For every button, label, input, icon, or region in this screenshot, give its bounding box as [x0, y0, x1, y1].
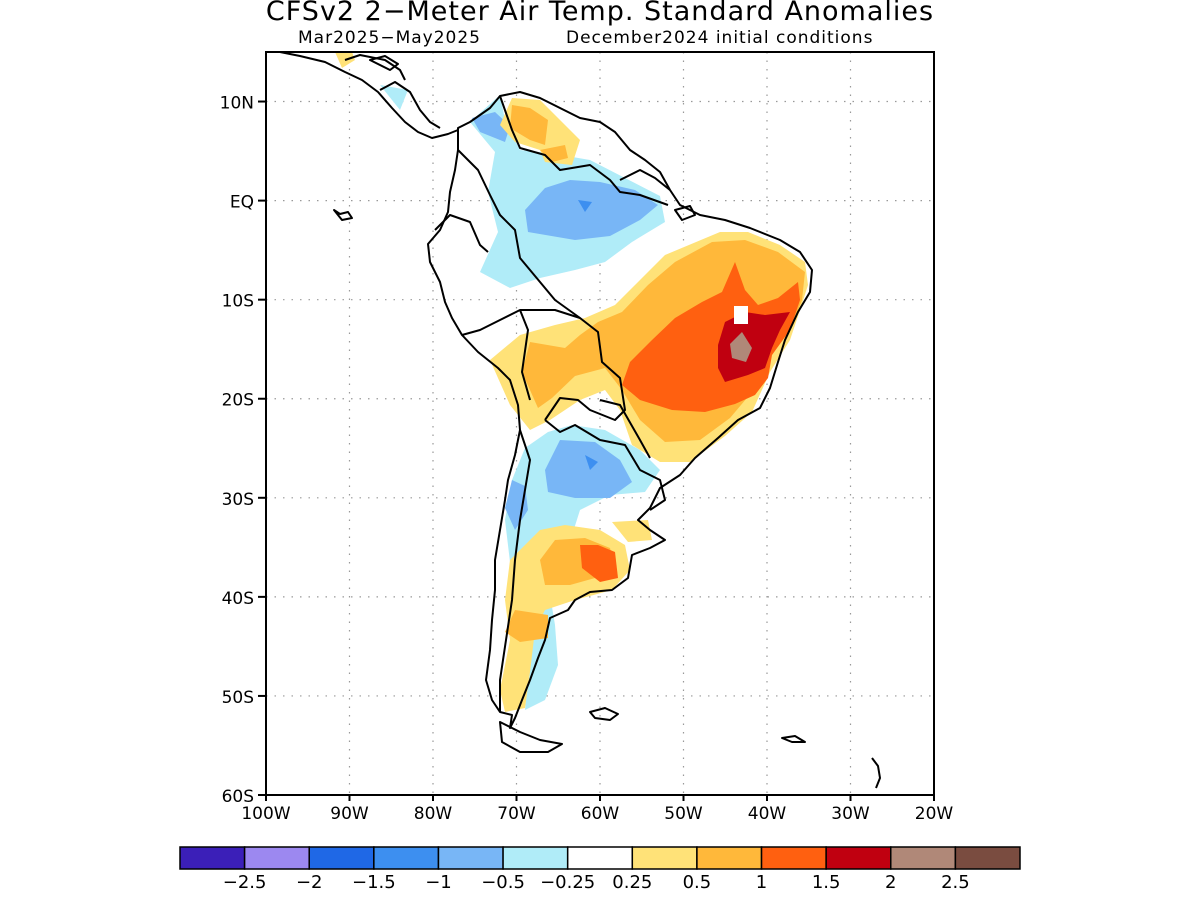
colorbar-label: −0.5	[481, 872, 525, 893]
sandwich-islands	[871, 757, 881, 789]
colorbar-swatch	[308, 846, 375, 870]
colorbar-label: 1.5	[812, 872, 841, 893]
anomaly-region	[730, 332, 752, 362]
falkland-islands	[589, 707, 619, 721]
lat-tick-label: 10N	[220, 94, 254, 114]
colorbar-label: 2.5	[941, 872, 970, 893]
graticule	[265, 52, 935, 796]
country-border	[619, 169, 671, 191]
central-america	[279, 52, 459, 139]
colorbar-swatch	[502, 846, 569, 870]
country-border	[457, 149, 581, 319]
country-border	[499, 429, 531, 712]
anomaly-region	[578, 200, 592, 212]
lon-tick-label: 100W	[241, 804, 290, 824]
colorbar-swatch	[566, 846, 634, 870]
anomaly-region	[525, 595, 558, 710]
colorbar-label: −1	[425, 872, 452, 893]
lon-tick-label: 40W	[748, 804, 787, 824]
central-america-south	[379, 81, 441, 129]
country-border	[499, 95, 669, 206]
galapagos	[333, 209, 353, 221]
colorbar-label: −1.5	[352, 872, 396, 893]
lon-tick-label: 60W	[581, 804, 620, 824]
lat-tick-label: 40S	[222, 589, 254, 609]
anomaly-region	[540, 145, 568, 162]
lat-tick-label: EQ	[230, 193, 254, 213]
lat-tick-label: 10S	[222, 292, 254, 312]
colorbar-swatch	[890, 846, 957, 870]
anomaly-region	[505, 480, 528, 530]
latitude-axis: 10N EQ 10S 20S 30S 40S 50S 60S	[220, 94, 266, 807]
country-border	[434, 214, 489, 253]
coastlines	[279, 52, 881, 789]
colorbar: −2.5 −2 −1.5 −1 −0.5 −0.25 0.25 0.5 1 1.5 2 2.5	[179, 846, 1021, 893]
forecast-period: Mar2025−May2025	[298, 28, 481, 48]
colorbar-swatch	[760, 846, 827, 870]
colorbar-label: 2	[885, 872, 896, 893]
longitude-axis: 100W 90W 80W 70W 60W 50W 40W 30W 20W	[241, 795, 953, 824]
colorbar-label: −2.5	[223, 872, 267, 893]
south-georgia	[781, 735, 806, 743]
caribbean-coast	[344, 54, 406, 81]
country-border	[599, 399, 651, 459]
lat-tick-label: 50S	[222, 688, 254, 708]
marajo	[674, 205, 696, 221]
anomaly-region	[380, 85, 408, 110]
colorbar-label: 0.5	[683, 872, 712, 893]
colorbar-swatch	[696, 846, 763, 870]
lon-tick-label: 30W	[831, 804, 870, 824]
colorbar-swatch	[243, 846, 310, 870]
lon-tick-label: 70W	[497, 804, 536, 824]
colorbar-swatch	[825, 846, 892, 870]
anomaly-region	[472, 112, 510, 142]
map-title: CFSv2 2−Meter Air Temp. Standard Anomali…	[265, 0, 935, 27]
caribbean-islands	[369, 55, 399, 71]
colorbar-swatch	[954, 846, 1021, 870]
lon-tick-label: 50W	[664, 804, 703, 824]
colorbar-swatch	[437, 846, 504, 870]
anomaly-region	[510, 105, 548, 145]
tierra-del-fuego	[499, 721, 563, 753]
lon-tick-label: 90W	[330, 804, 369, 824]
anomaly-region	[612, 520, 652, 542]
anomaly-region	[580, 545, 618, 582]
colorbar-label: −2	[296, 872, 323, 893]
anomaly-region	[545, 440, 632, 498]
anomaly-region	[505, 610, 548, 642]
anomaly-shading	[335, 52, 808, 712]
country-border	[544, 419, 666, 511]
anomaly-region	[734, 306, 748, 324]
colorbar-swatch	[631, 846, 698, 870]
anomaly-region	[525, 180, 658, 240]
lat-tick-label: 30S	[222, 490, 254, 510]
lat-tick-label: 20S	[222, 391, 254, 411]
lat-tick-label: 60S	[222, 787, 254, 807]
lon-tick-label: 80W	[414, 804, 453, 824]
colorbar-label: 1	[756, 872, 767, 893]
colorbar-swatch	[373, 846, 440, 870]
country-border	[520, 309, 626, 421]
initial-conditions: December2024 initial conditions	[566, 28, 874, 48]
colorbar-label: −0.25	[540, 872, 595, 893]
anomaly-region	[622, 262, 800, 412]
colorbar-label: 0.25	[612, 872, 652, 893]
anomaly-region	[585, 455, 598, 470]
colorbar-swatch	[179, 846, 246, 870]
anomaly-region	[718, 312, 790, 382]
lon-tick-label: 20W	[915, 804, 954, 824]
